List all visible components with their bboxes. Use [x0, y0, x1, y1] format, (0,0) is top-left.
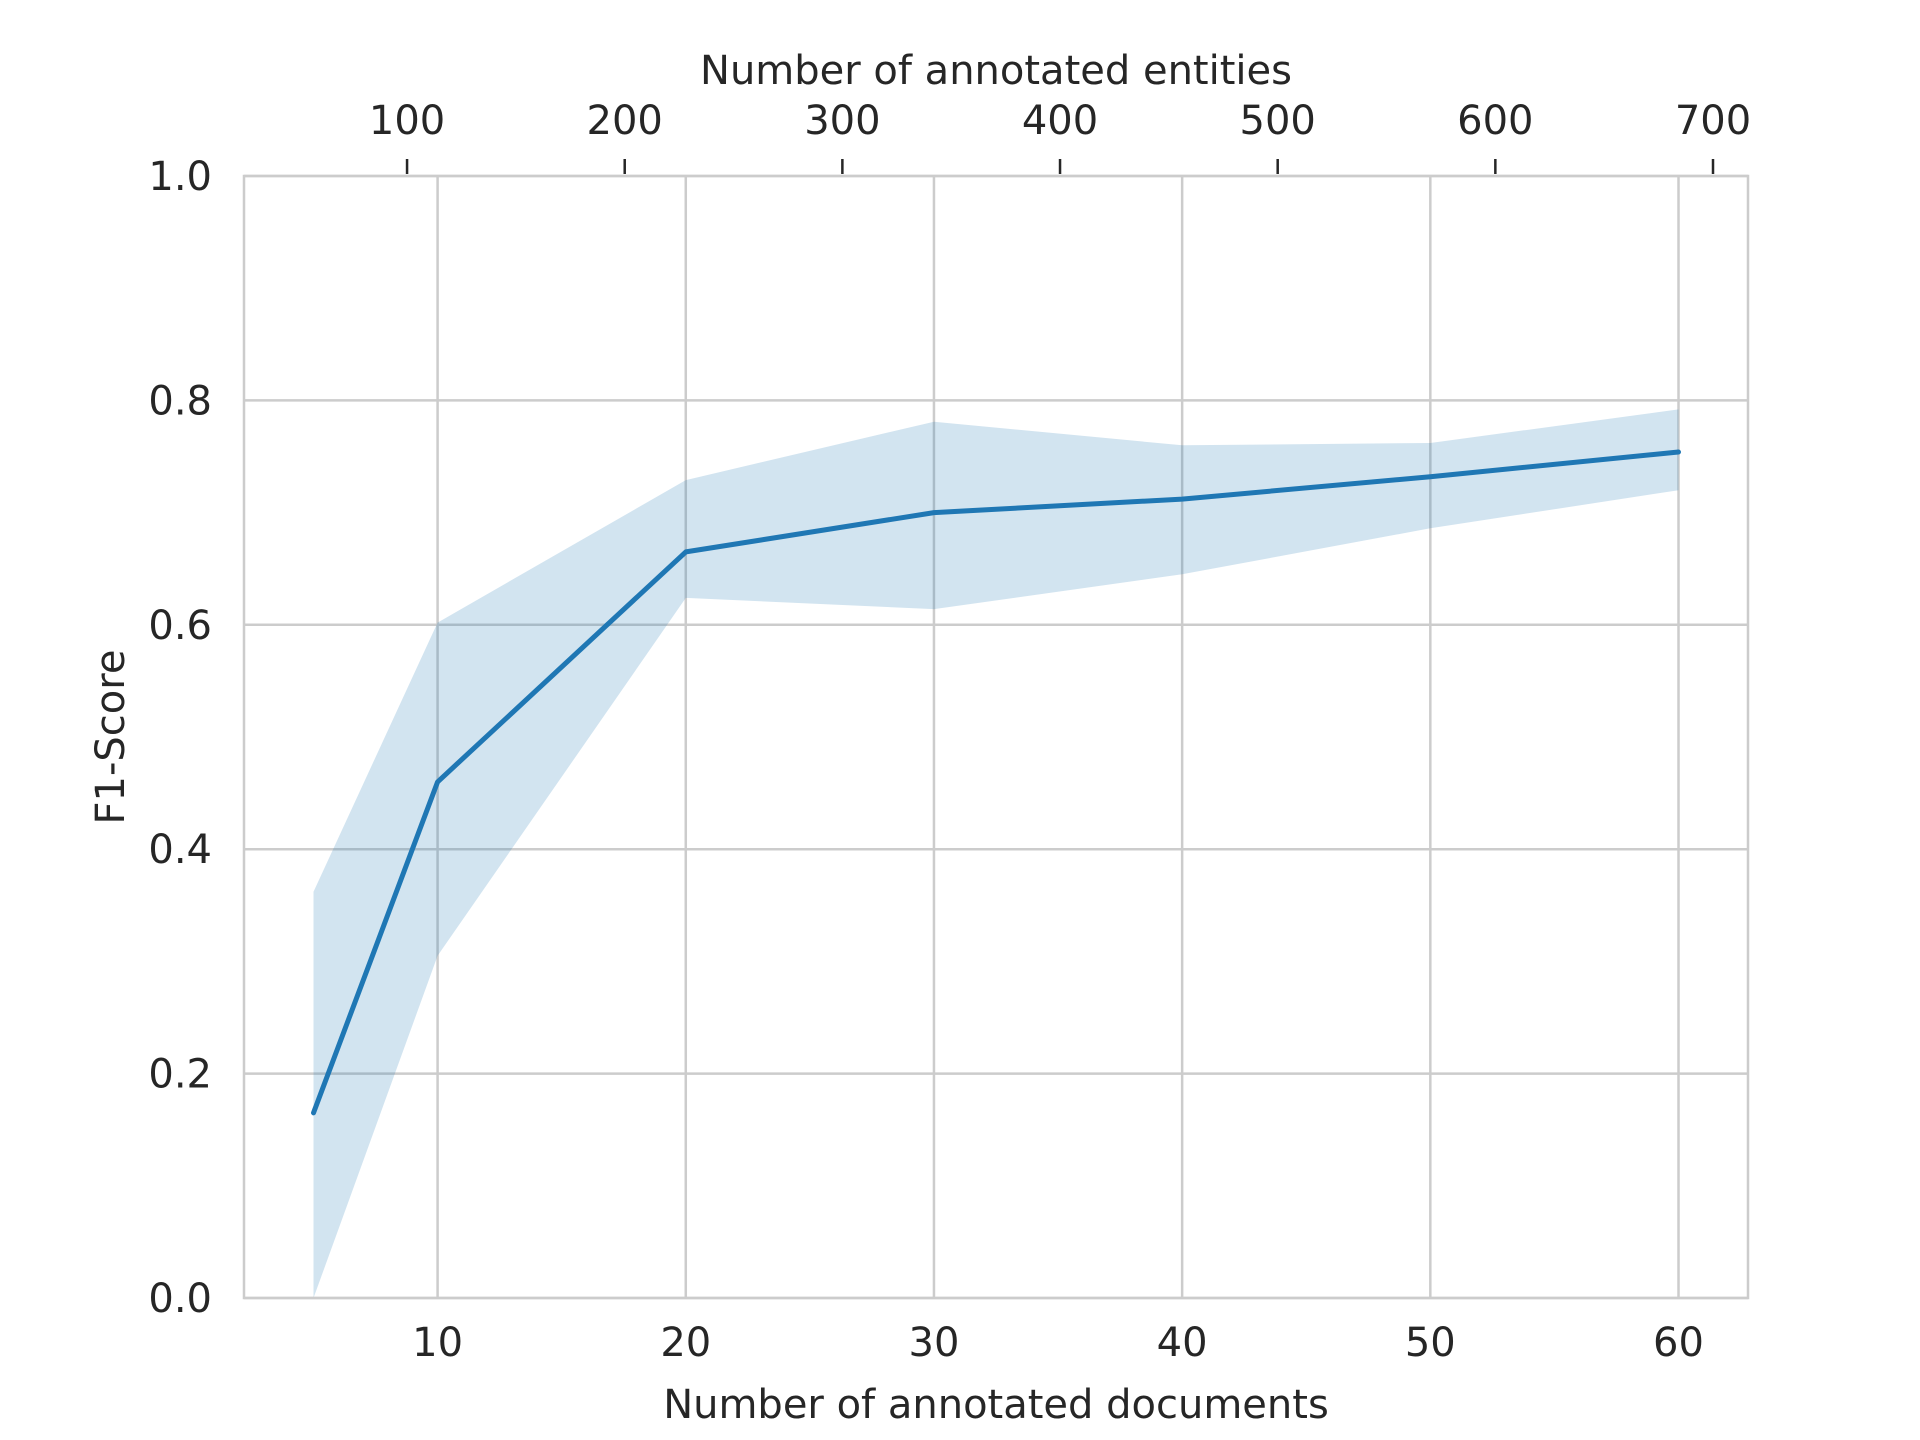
top-tick-label: 500 [1240, 98, 1316, 144]
x-axis-ticks: 10 20 30 40 50 60 [412, 1320, 1704, 1366]
top-tick-label: 400 [1022, 98, 1098, 144]
y-tick-label: 0.8 [148, 378, 212, 424]
top-tick-label: 600 [1457, 98, 1533, 144]
confidence-band [313, 409, 1679, 1298]
x-tick-label: 40 [1157, 1320, 1208, 1366]
x-axis-title: Number of annotated documents [663, 1382, 1329, 1428]
x-tick-label: 10 [412, 1320, 463, 1366]
x-tick-label: 20 [660, 1320, 711, 1366]
top-tick-label: 100 [369, 98, 445, 144]
y-axis-ticks: 0.0 0.2 0.4 0.6 0.8 1.0 [148, 154, 212, 1322]
confidence-band-layer [313, 409, 1679, 1298]
top-axis-ticks: 100 200 300 400 500 600 700 [369, 98, 1751, 174]
y-axis-title: F1-Score [88, 650, 134, 825]
top-tick-label: 300 [804, 98, 880, 144]
series-line-layer [311, 449, 1681, 1116]
top-tick-label: 200 [587, 98, 663, 144]
y-tick-label: 0.4 [148, 827, 212, 873]
y-tick-label: 1.0 [148, 154, 212, 200]
top-tick-label: 700 [1675, 98, 1751, 144]
y-tick-label: 0.2 [148, 1052, 212, 1098]
x-tick-label: 50 [1405, 1320, 1456, 1366]
x-tick-label: 30 [909, 1320, 960, 1366]
y-tick-label: 0.0 [148, 1276, 212, 1322]
y-tick-label: 0.6 [148, 603, 212, 649]
plot-frame [242, 174, 1750, 1300]
series-line [311, 449, 1681, 1116]
top-axis-title: Number of annotated entities [700, 48, 1292, 94]
x-tick-label: 60 [1653, 1320, 1704, 1366]
